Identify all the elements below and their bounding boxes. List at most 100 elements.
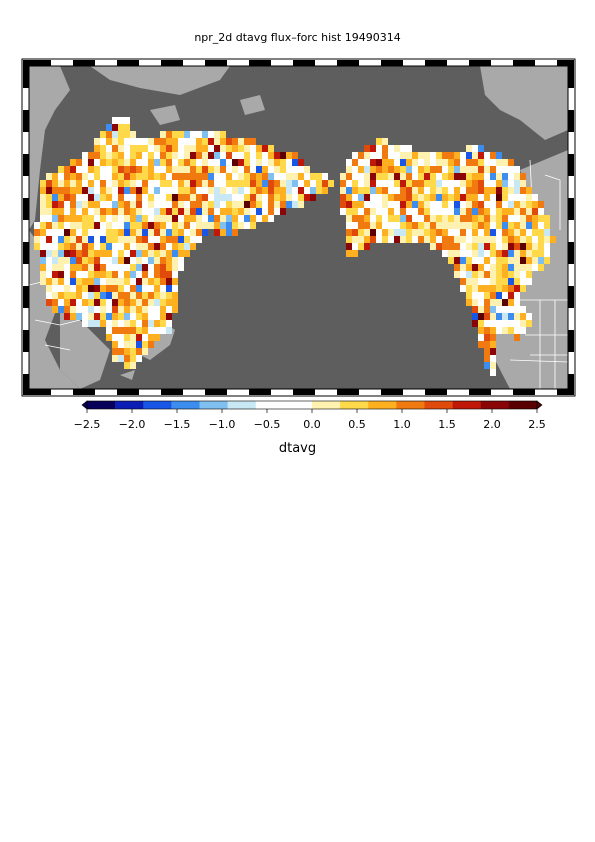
heatmap-cell xyxy=(364,180,370,187)
heatmap-cell xyxy=(184,166,190,173)
frame-segment xyxy=(95,60,117,66)
heatmap-cell xyxy=(172,166,178,173)
heatmap-cell xyxy=(184,159,190,166)
heatmap-cell xyxy=(454,271,460,278)
heatmap-cell xyxy=(496,313,502,320)
heatmap-cell xyxy=(526,208,532,215)
heatmap-cell xyxy=(142,264,148,271)
heatmap-cell xyxy=(460,236,466,243)
heatmap-cell xyxy=(370,152,376,159)
heatmap-cell xyxy=(190,222,196,229)
heatmap-cell xyxy=(214,194,220,201)
heatmap-cell xyxy=(52,264,58,271)
heatmap-cell xyxy=(508,236,514,243)
heatmap-cell xyxy=(130,348,136,355)
heatmap-cell xyxy=(388,229,394,236)
heatmap-cell xyxy=(142,313,148,320)
heatmap-cell xyxy=(94,173,100,180)
heatmap-cell xyxy=(340,201,346,208)
heatmap-cell xyxy=(352,201,358,208)
heatmap-cell xyxy=(388,180,394,187)
heatmap-cell xyxy=(100,145,106,152)
heatmap-cell xyxy=(478,271,484,278)
heatmap-cell xyxy=(118,250,124,257)
colorbar-swatch xyxy=(424,401,453,409)
heatmap-cell xyxy=(64,306,70,313)
heatmap-cell xyxy=(484,355,490,362)
heatmap-cell xyxy=(148,341,154,348)
heatmap-cell xyxy=(472,229,478,236)
heatmap-cell xyxy=(412,173,418,180)
heatmap-cell xyxy=(286,159,292,166)
heatmap-cell xyxy=(46,201,52,208)
heatmap-cell xyxy=(202,201,208,208)
heatmap-cell xyxy=(100,194,106,201)
heatmap-cell xyxy=(154,236,160,243)
heatmap-cell xyxy=(106,257,112,264)
heatmap-cell xyxy=(376,208,382,215)
heatmap-cell xyxy=(490,313,496,320)
heatmap-cell xyxy=(496,320,502,327)
heatmap-cell xyxy=(310,180,316,187)
heatmap-cell xyxy=(208,159,214,166)
heatmap-cell xyxy=(40,236,46,243)
heatmap-cell xyxy=(538,222,544,229)
heatmap-cell xyxy=(514,250,520,257)
heatmap-cell xyxy=(46,229,52,236)
heatmap-cell xyxy=(112,138,118,145)
heatmap-cell xyxy=(124,124,130,131)
heatmap-cell xyxy=(196,159,202,166)
heatmap-cell xyxy=(70,215,76,222)
heatmap-cell xyxy=(136,327,142,334)
heatmap-cell xyxy=(184,215,190,222)
heatmap-cell xyxy=(130,152,136,159)
heatmap-cell xyxy=(226,194,232,201)
heatmap-cell xyxy=(520,222,526,229)
heatmap-cell xyxy=(526,229,532,236)
heatmap-cell xyxy=(184,152,190,159)
heatmap-cell xyxy=(136,138,142,145)
heatmap-cell xyxy=(142,299,148,306)
heatmap-cell xyxy=(472,201,478,208)
heatmap-cell xyxy=(148,257,154,264)
heatmap-cell xyxy=(118,299,124,306)
heatmap-cell xyxy=(130,173,136,180)
heatmap-cell xyxy=(370,201,376,208)
heatmap-cell xyxy=(502,222,508,229)
heatmap-cell xyxy=(124,173,130,180)
heatmap-cell xyxy=(112,117,118,124)
heatmap-cell xyxy=(40,250,46,257)
heatmap-cell xyxy=(472,215,478,222)
heatmap-cell xyxy=(160,222,166,229)
heatmap-cell xyxy=(376,173,382,180)
heatmap-cell xyxy=(352,250,358,257)
heatmap-cell xyxy=(106,299,112,306)
heatmap-cell xyxy=(214,180,220,187)
heatmap-cell xyxy=(112,222,118,229)
heatmap-cell xyxy=(154,285,160,292)
heatmap-cell xyxy=(88,243,94,250)
colorbar-extend-low xyxy=(81,400,88,410)
heatmap-cell xyxy=(280,166,286,173)
heatmap-cell xyxy=(130,334,136,341)
heatmap-cell xyxy=(244,138,250,145)
heatmap-cell xyxy=(112,250,118,257)
heatmap-cell xyxy=(280,159,286,166)
heatmap-cell xyxy=(76,166,82,173)
heatmap-cell xyxy=(196,201,202,208)
heatmap-cell xyxy=(508,320,514,327)
heatmap-cell xyxy=(502,292,508,299)
heatmap-cell xyxy=(142,292,148,299)
heatmap-cell xyxy=(490,152,496,159)
heatmap-cell xyxy=(196,208,202,215)
heatmap-cell xyxy=(442,166,448,173)
colorbar-swatch xyxy=(143,401,172,409)
colorbar-tick-label: 0.5 xyxy=(348,418,366,431)
heatmap-cell xyxy=(136,341,142,348)
heatmap-cell xyxy=(130,250,136,257)
heatmap-cell xyxy=(160,215,166,222)
heatmap-cell xyxy=(196,194,202,201)
heatmap-cell xyxy=(160,180,166,187)
heatmap-cell xyxy=(406,159,412,166)
heatmap-cell xyxy=(514,229,520,236)
